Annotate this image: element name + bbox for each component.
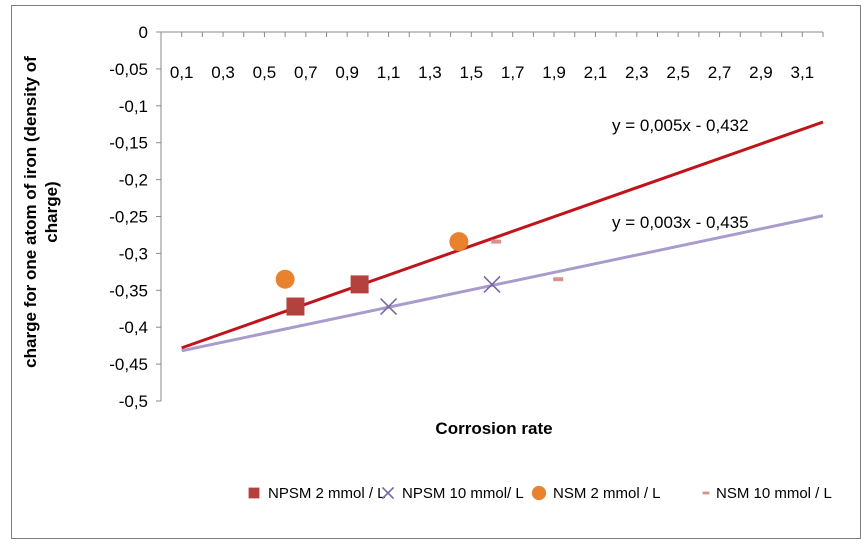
trendline-2 xyxy=(181,214,824,353)
y-tick-label: 0 xyxy=(139,23,148,42)
point-series-4-2 xyxy=(553,277,564,282)
x-tick-label: 2,9 xyxy=(749,63,773,82)
point-series-4-1 xyxy=(491,239,502,244)
x-tick-label: 1,7 xyxy=(501,63,525,82)
x-tick-label: 3,1 xyxy=(790,63,814,82)
x-tick-label: 2,7 xyxy=(708,63,732,82)
marks-layer xyxy=(275,232,564,316)
legend-label-3: NSM 2 mmol / L xyxy=(553,485,661,502)
trendline-2-equation: y = 0,003x - 0,435 xyxy=(612,213,749,232)
x-tick-label: 0,1 xyxy=(170,63,194,82)
trendlines-layer xyxy=(181,120,824,353)
x-tick-label: 1,9 xyxy=(542,63,566,82)
trendline-1-equation: y = 0,005x - 0,432 xyxy=(612,116,749,135)
x-tick-label: 2,1 xyxy=(584,63,608,82)
y-tick-label: -0,4 xyxy=(119,318,148,337)
point-series-2-1 xyxy=(379,297,398,316)
point-series-1-2 xyxy=(350,275,369,294)
point-series-3-1 xyxy=(275,269,295,289)
point-series-1-1 xyxy=(286,297,305,316)
y-tick-label: -0,05 xyxy=(109,60,148,79)
x-tick-label: 0,3 xyxy=(211,63,235,82)
y-tick-label: -0,1 xyxy=(119,97,148,116)
x-tick-label: 2,5 xyxy=(666,63,690,82)
legend-marker-1 xyxy=(248,487,260,499)
y-tick-label: -0,35 xyxy=(109,281,148,300)
point-series-2-2 xyxy=(483,275,501,293)
legend-marker-4 xyxy=(702,491,710,495)
axes-layer: 0 -0,05 -0,1 -0,15 -0,2 -0,25 -0,3 -0,35 -0,4 -0,… xyxy=(109,23,824,411)
legend: NPSM 2 mmol / L NPSM 10 mmol/ L NSM 2 mmol… xyxy=(248,485,832,502)
x-tick-label: 1,3 xyxy=(418,63,442,82)
y-tick-label: -0,15 xyxy=(109,134,148,153)
y-axis-title-line-1: charge for one atom of iron (density of xyxy=(21,56,40,368)
x-tick-label: 0,5 xyxy=(253,63,277,82)
legend-label-4: NSM 10 mmol / L xyxy=(716,485,832,502)
legend-label-2: NPSM 10 mmol/ L xyxy=(402,485,524,502)
y-tick-label: -0,3 xyxy=(119,244,148,263)
legend-label-1: NPSM 2 mmol / L xyxy=(268,485,386,502)
x-tick-label: 1,5 xyxy=(459,63,483,82)
y-tick-label: -0,45 xyxy=(109,355,148,374)
y-tick-label: -0,2 xyxy=(119,171,148,190)
y-axis-title-line-2: charge) xyxy=(42,181,61,242)
chart-frame xyxy=(11,5,861,539)
x-tick-label: 0,9 xyxy=(335,63,359,82)
y-tick-label: -0,25 xyxy=(109,208,148,227)
x-axis-title: Corrosion rate xyxy=(435,419,552,438)
x-tick-label: 2,3 xyxy=(625,63,649,82)
x-tick-label: 0,7 xyxy=(294,63,318,82)
legend-marker-2 xyxy=(381,486,395,500)
labels-layer: Corrosion rate charge for one atom of ir… xyxy=(21,56,749,438)
x-tick-label: 1,1 xyxy=(377,63,401,82)
y-tick-label: -0,5 xyxy=(119,392,148,411)
legend-marker-3 xyxy=(531,485,547,501)
point-series-3-2 xyxy=(449,232,469,252)
